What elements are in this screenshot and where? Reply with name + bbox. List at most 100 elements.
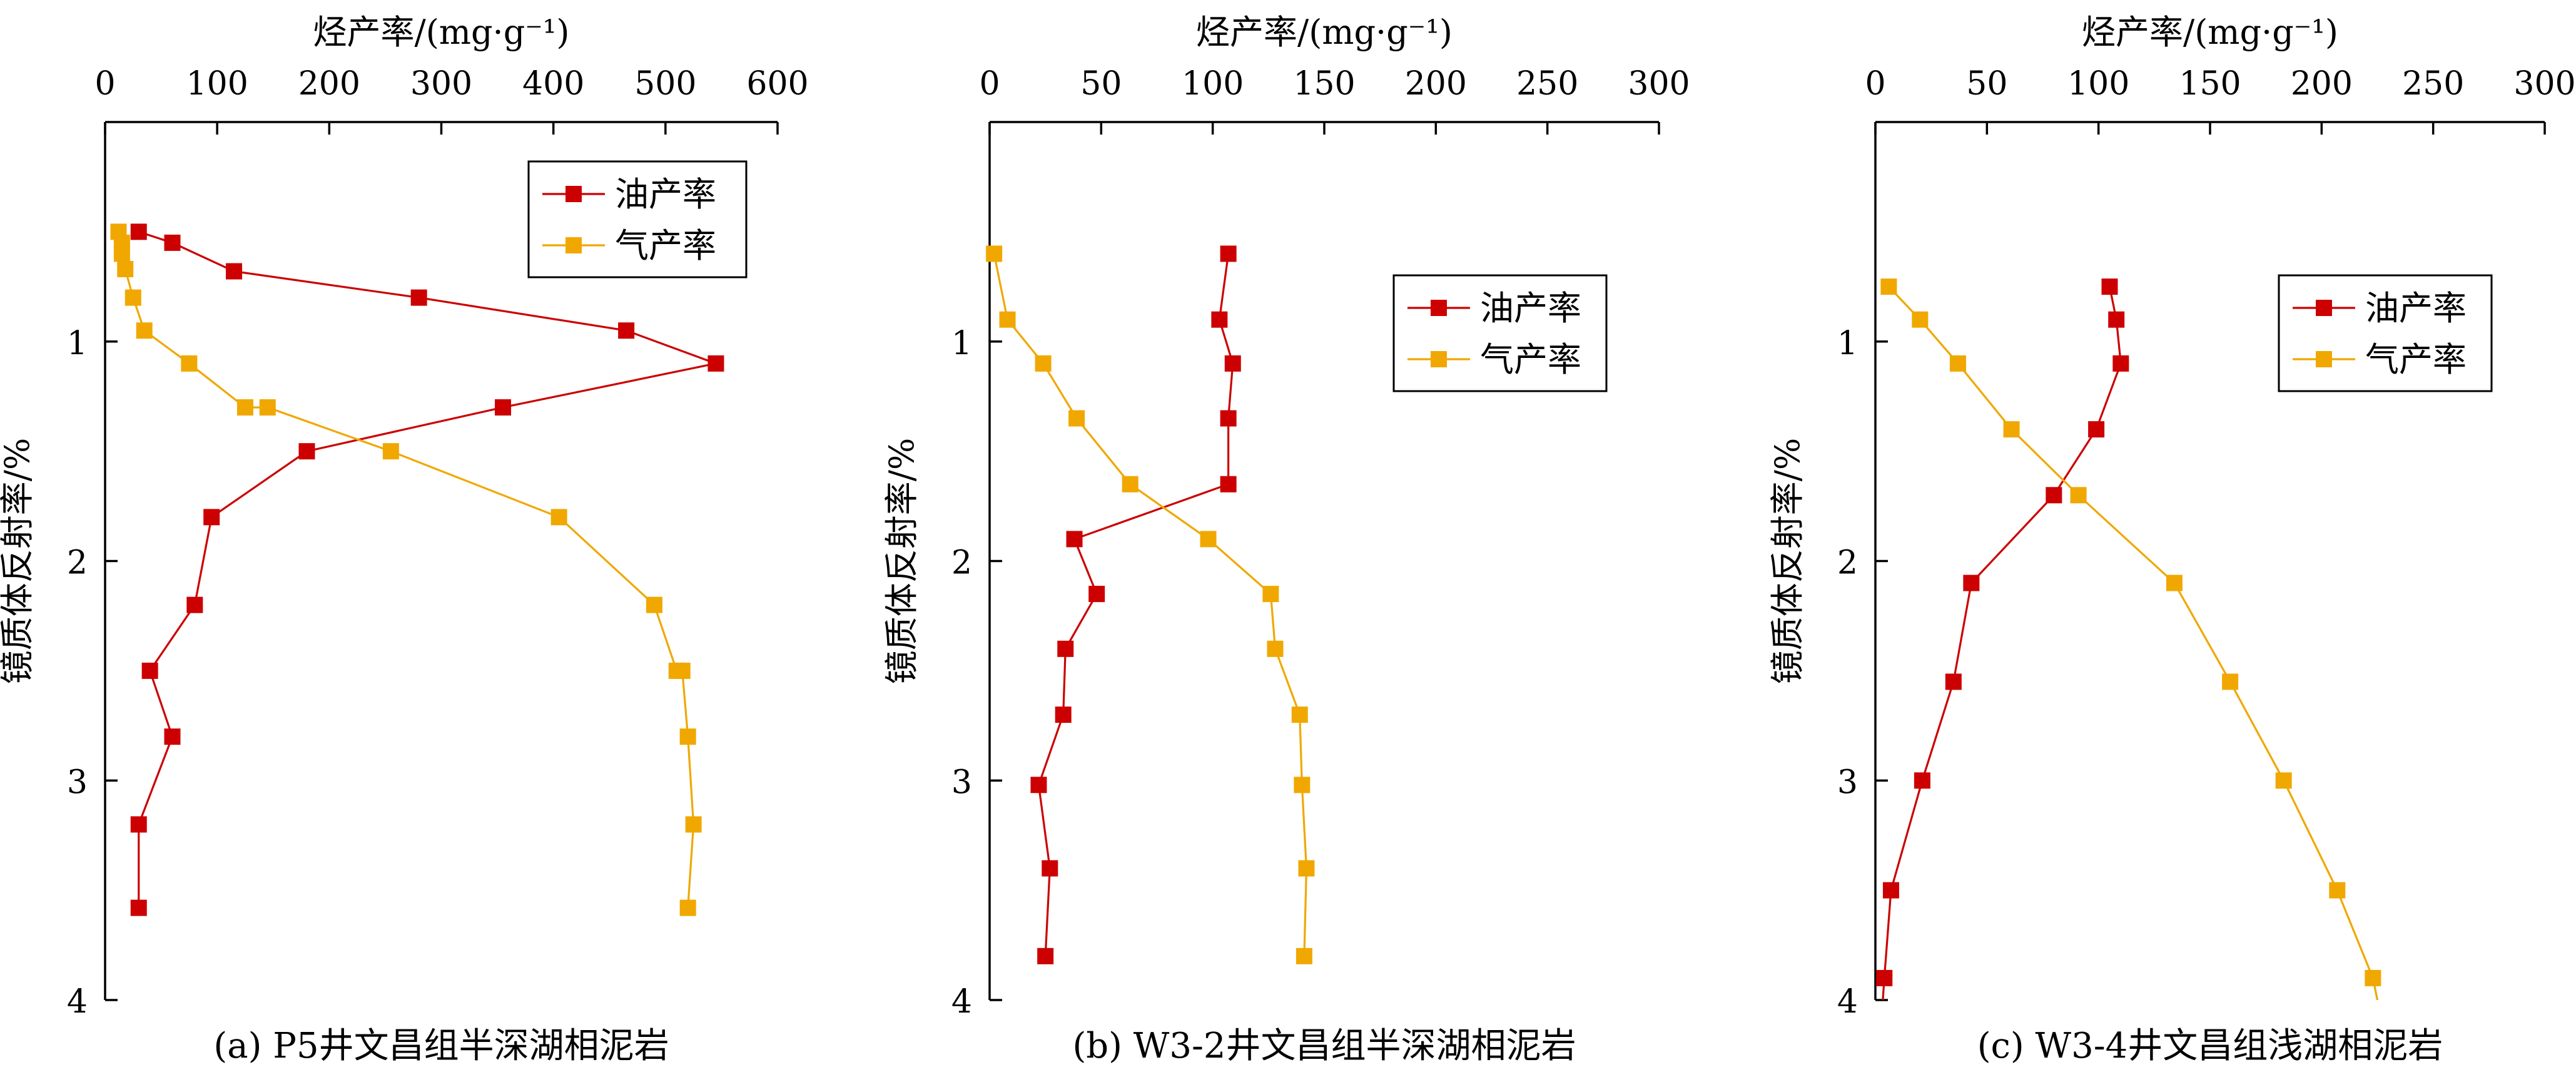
data-point (679, 899, 696, 916)
legend-marker (1431, 351, 1447, 367)
x-tick-label: 500 (634, 65, 696, 103)
data-point (298, 443, 315, 460)
data-point (2365, 969, 2381, 986)
series-line (138, 230, 720, 908)
y-tick-label: 3 (1837, 763, 1858, 801)
y-tick-label: 1 (951, 325, 972, 362)
y-axis-label: 镜质体反射率/% (1768, 438, 1807, 685)
data-point (2003, 421, 2020, 438)
x-axis-label: 烃产率/(mg·g⁻¹) (313, 13, 570, 52)
legend-box (527, 160, 748, 278)
y-tick-label: 3 (951, 763, 972, 801)
data-point (2046, 487, 2062, 504)
y-axis-label: 镜质体反射率/% (882, 438, 921, 685)
series-line (1037, 253, 1234, 956)
data-point (1066, 531, 1083, 548)
y-tick-label: 4 (67, 983, 88, 1021)
data-point (181, 355, 198, 372)
data-point (124, 289, 141, 306)
data-point (646, 596, 662, 613)
data-point (2101, 278, 2118, 295)
data-point (1291, 707, 1308, 723)
data-point (495, 399, 512, 416)
legend-marker (565, 186, 582, 202)
series-oil (1876, 278, 2129, 1000)
x-tick-label: 0 (94, 65, 115, 103)
data-point (1945, 673, 1962, 690)
y-tick-label: 3 (67, 763, 88, 801)
y-tick-label: 4 (1837, 983, 1858, 1021)
data-point (618, 322, 635, 339)
data-point (1224, 355, 1241, 372)
x-tick-label: 200 (2291, 65, 2353, 103)
series-oil (1030, 245, 1241, 964)
x-tick-label: 150 (1293, 65, 1355, 103)
series-gas (110, 223, 702, 916)
legend-label: 油产率 (2365, 288, 2467, 328)
data-point (1088, 586, 1105, 603)
x-tick-label: 300 (2513, 65, 2575, 103)
x-tick-label: 250 (2402, 65, 2464, 103)
data-point (1037, 947, 1054, 964)
x-tick-label: 200 (1405, 65, 1467, 103)
data-point (2275, 772, 2292, 789)
data-point (186, 596, 203, 613)
y-tick-label: 4 (951, 983, 972, 1021)
y-tick-label: 1 (67, 325, 88, 362)
data-point (674, 662, 691, 679)
legend-marker (1431, 300, 1447, 316)
data-point (1042, 860, 1058, 877)
y-tick-label: 2 (1837, 544, 1858, 582)
data-point (1057, 640, 1074, 657)
data-point (2222, 673, 2239, 690)
data-point (164, 234, 181, 251)
data-point (1949, 355, 1966, 372)
data-point (1262, 586, 1279, 603)
data-point (1122, 476, 1138, 493)
x-axis-label: 烃产率/(mg·g⁻¹) (1196, 13, 1453, 52)
x-tick-label: 0 (1865, 65, 1885, 103)
data-point (130, 223, 147, 240)
series-gas (1880, 278, 2381, 1000)
data-point (1200, 531, 1217, 548)
y-tick-label: 1 (1837, 325, 1858, 362)
data-point (1220, 410, 1237, 427)
chart-title: (b) W3-2井文昌组半深湖相泥岩 (1072, 1026, 1576, 1066)
chart-panel-2: 0 50 100 150 200 250 300 1 2 3 4 烃产率/(mg·g⁻¹) 镜质体反射率… (882, 13, 1690, 1066)
legend-label: 气产率 (2365, 340, 2467, 379)
series-line (1888, 285, 2379, 1000)
legend-label: 气产率 (1480, 340, 1581, 379)
data-point (1876, 969, 1893, 986)
data-point (707, 355, 724, 372)
chart-panel-1: 0 100 200 300 400 500 600 1 2 3 4 烃产率/(mg·g⁻¹) 镜质体反射… (0, 13, 809, 1066)
data-point (130, 899, 147, 916)
x-tick-label: 100 (1182, 65, 1244, 103)
data-point (259, 399, 276, 416)
x-tick-label: 200 (298, 65, 360, 103)
series-line (1882, 286, 2122, 1000)
data-point (1880, 278, 1897, 295)
y-tick-label: 2 (67, 544, 88, 582)
data-point (1211, 311, 1228, 328)
legend-marker (2316, 300, 2332, 316)
x-tick-label: 50 (1966, 65, 2007, 103)
legend-box (1392, 274, 1608, 392)
data-point (1882, 882, 1899, 899)
legend-label: 油产率 (1480, 288, 1581, 328)
data-point (113, 245, 130, 262)
x-tick-label: 100 (2067, 65, 2129, 103)
series-line (117, 231, 695, 908)
data-point (141, 662, 158, 679)
chart-title: (a) P5井文昌组半深湖相泥岩 (213, 1026, 669, 1066)
x-tick-label: 250 (1516, 65, 1578, 103)
data-point (999, 311, 1016, 328)
data-point (1030, 777, 1047, 794)
data-point (1267, 640, 1284, 657)
y-tick-label: 2 (951, 544, 972, 582)
data-point (2329, 882, 2346, 899)
data-point (117, 261, 134, 278)
legend-marker (565, 237, 582, 253)
x-tick-label: 0 (979, 65, 1000, 103)
